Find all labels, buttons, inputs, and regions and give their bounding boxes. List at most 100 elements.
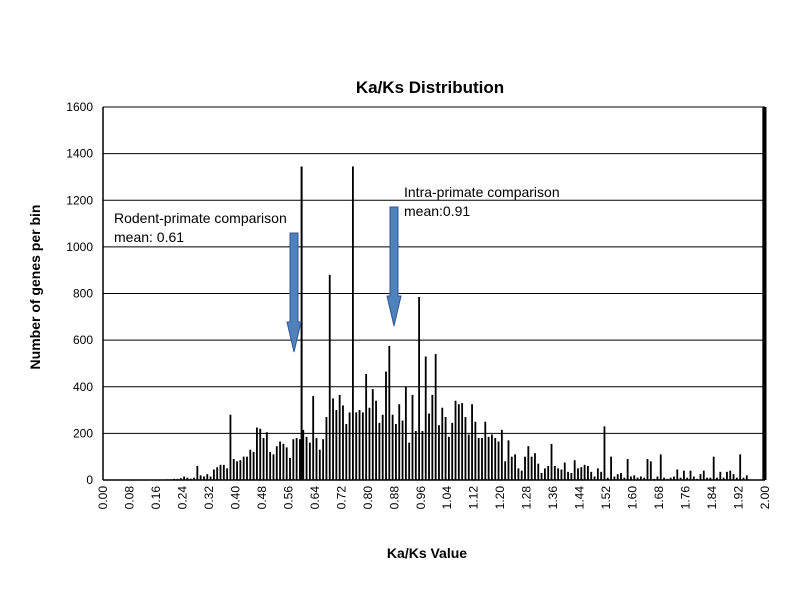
bar [447, 436, 450, 480]
x-tick-label: 1.20 [493, 486, 507, 510]
bar [709, 477, 712, 480]
bar [289, 457, 291, 480]
bar [345, 424, 348, 480]
bar [692, 476, 695, 480]
bar [699, 474, 702, 480]
bar [196, 466, 199, 480]
y-tick-labels: 0 200 400 600 800 1000 1200 1400 1600 [66, 100, 93, 487]
bar [272, 454, 275, 480]
bar [302, 429, 305, 480]
bar [570, 473, 573, 480]
x-tick-label: 1.68 [652, 486, 666, 510]
bar [378, 422, 381, 480]
bar [583, 464, 586, 480]
bar [557, 468, 560, 480]
bar [312, 396, 315, 480]
bar [219, 464, 222, 480]
bar [580, 467, 583, 480]
bar [381, 414, 384, 480]
bar [398, 404, 401, 480]
bar [712, 456, 715, 480]
bar [500, 429, 503, 480]
bar [434, 354, 437, 480]
bar [537, 463, 540, 480]
bar [246, 456, 248, 480]
bar [285, 447, 288, 480]
bar [587, 466, 589, 480]
bar [530, 456, 533, 480]
bar [308, 442, 311, 480]
bar [540, 473, 543, 480]
bar [361, 412, 364, 480]
bar [282, 443, 285, 480]
bar [477, 438, 480, 480]
bar [275, 446, 278, 480]
x-tick-label: 0.16 [149, 486, 163, 510]
bar [596, 468, 599, 480]
bar [494, 438, 497, 480]
bar [348, 412, 351, 480]
bar [504, 461, 507, 480]
x-tick-label: 1.92 [732, 486, 746, 510]
bar [623, 477, 626, 480]
y-axis-title: Number of genes per bin [27, 205, 43, 370]
bar [438, 425, 440, 480]
bar [203, 476, 205, 480]
bar [269, 452, 272, 480]
bar [365, 373, 368, 480]
bar [252, 452, 255, 480]
bar [358, 410, 361, 480]
x-tick-label: 0.08 [122, 486, 136, 510]
bar [567, 471, 569, 480]
bar [543, 468, 546, 480]
bar [206, 474, 209, 480]
bar [404, 386, 407, 480]
bar [216, 467, 219, 480]
bar [212, 469, 215, 480]
arrow-intra-primate-mean [386, 206, 402, 327]
bar [520, 470, 523, 480]
y-tick-label: 1400 [66, 147, 93, 161]
bar [444, 417, 447, 480]
bar [229, 414, 232, 480]
annotation-rodent-primate-line1: Rodent-primate comparison [114, 210, 287, 226]
bar [517, 468, 520, 480]
bar [590, 471, 593, 480]
y-tick-label: 1200 [66, 193, 93, 207]
x-tick-label: 1.12 [467, 486, 481, 510]
bar [355, 412, 358, 480]
x-tick-label: 1.84 [705, 486, 719, 510]
bar [739, 454, 742, 480]
bar [328, 274, 331, 480]
bar [242, 456, 245, 480]
x-tick-label: 1.60 [626, 486, 640, 510]
bar [686, 477, 689, 480]
bar [414, 431, 417, 480]
bar [563, 462, 566, 480]
bar [292, 439, 295, 480]
bar [186, 477, 189, 480]
bar [179, 478, 182, 480]
bar [507, 440, 510, 480]
x-tick-label: 0.40 [228, 486, 242, 510]
bar [745, 475, 748, 480]
bar [669, 477, 672, 480]
bar [560, 469, 563, 480]
bar [332, 398, 334, 480]
bar [659, 454, 662, 480]
bar [679, 477, 682, 480]
bar [222, 464, 225, 480]
bar-series [163, 107, 765, 480]
bar [368, 407, 371, 480]
bar [593, 476, 596, 480]
bar [467, 434, 470, 480]
bar [656, 476, 659, 480]
bar [236, 461, 238, 480]
bar [527, 446, 530, 480]
bar [295, 438, 298, 480]
bar [428, 413, 430, 480]
bar [375, 400, 377, 480]
bar [471, 404, 473, 480]
bar [577, 468, 579, 480]
